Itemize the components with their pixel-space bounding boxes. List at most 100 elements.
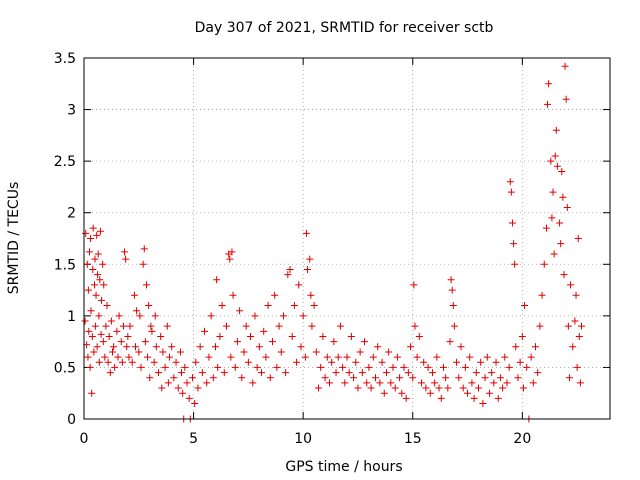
data-point xyxy=(214,363,222,371)
data-point xyxy=(231,363,239,371)
data-point xyxy=(123,343,131,351)
data-point xyxy=(114,353,122,361)
data-point xyxy=(332,369,340,377)
data-point xyxy=(437,394,445,402)
data-point xyxy=(286,265,294,273)
data-point xyxy=(402,394,410,402)
data-point xyxy=(341,379,349,387)
data-point xyxy=(111,363,119,371)
data-point xyxy=(93,231,101,239)
data-point xyxy=(155,369,163,377)
data-point xyxy=(258,369,266,377)
data-point xyxy=(290,302,298,310)
data-point xyxy=(103,302,111,310)
data-point xyxy=(358,369,366,377)
data-point xyxy=(439,363,447,371)
data-point xyxy=(483,353,491,361)
data-point xyxy=(85,327,93,335)
x-tick-label: 10 xyxy=(294,431,312,447)
data-point xyxy=(481,374,489,382)
data-point xyxy=(475,384,482,392)
data-point xyxy=(244,358,252,366)
data-point xyxy=(163,322,171,330)
data-point xyxy=(323,353,331,361)
data-point xyxy=(446,338,454,346)
data-point xyxy=(507,188,515,196)
data-point xyxy=(540,260,548,268)
data-point xyxy=(157,332,165,340)
data-point xyxy=(336,322,344,330)
data-point xyxy=(125,353,133,361)
data-point xyxy=(100,281,108,289)
data-point xyxy=(105,332,113,340)
data-point xyxy=(378,358,386,366)
data-point xyxy=(275,322,283,330)
data-point xyxy=(410,281,418,289)
data-point xyxy=(115,312,123,320)
data-point xyxy=(433,353,441,361)
data-point xyxy=(312,348,320,356)
data-point xyxy=(466,353,474,361)
data-point xyxy=(297,343,305,351)
x-tick-label: 0 xyxy=(80,431,89,447)
data-point xyxy=(389,363,397,371)
data-point xyxy=(168,343,176,351)
data-point xyxy=(547,157,555,165)
data-point xyxy=(420,358,428,366)
data-point xyxy=(511,260,519,268)
data-point xyxy=(147,322,155,330)
data-point xyxy=(87,235,95,242)
data-point xyxy=(145,302,153,310)
x-tick-label: 15 xyxy=(404,431,422,447)
data-point xyxy=(152,343,160,351)
data-point xyxy=(84,353,92,361)
data-point xyxy=(330,338,338,346)
data-point xyxy=(126,322,134,330)
y-axis-title: SRMTID / TECUs xyxy=(6,182,22,295)
data-point xyxy=(575,332,583,340)
data-point xyxy=(380,389,388,397)
data-point xyxy=(328,358,336,366)
data-point xyxy=(146,374,154,382)
data-point xyxy=(310,302,318,310)
data-point xyxy=(83,260,91,268)
data-point xyxy=(551,152,559,160)
data-point xyxy=(352,358,360,366)
y-tick-label: 0.5 xyxy=(54,360,76,376)
data-point xyxy=(101,353,109,361)
data-point xyxy=(569,343,577,351)
data-point xyxy=(295,281,303,289)
data-point xyxy=(185,394,193,402)
data-point xyxy=(572,291,580,299)
data-points xyxy=(81,62,586,423)
tick-layer xyxy=(83,57,610,420)
data-point xyxy=(277,348,285,356)
data-point xyxy=(88,389,96,397)
data-point xyxy=(411,322,419,330)
data-point xyxy=(201,327,209,335)
x-tick-label: 20 xyxy=(513,431,531,447)
data-point xyxy=(140,245,148,253)
data-point xyxy=(404,369,412,377)
data-point xyxy=(144,353,152,361)
data-point xyxy=(453,358,461,366)
data-point xyxy=(87,307,95,315)
data-point xyxy=(179,389,187,397)
data-point xyxy=(196,343,204,351)
data-point xyxy=(124,332,132,340)
data-point xyxy=(561,62,569,70)
data-point xyxy=(170,374,178,382)
data-point xyxy=(84,286,92,294)
data-point xyxy=(449,302,457,310)
data-point xyxy=(531,343,539,351)
data-point xyxy=(494,394,502,402)
data-point xyxy=(191,400,199,408)
data-point xyxy=(159,348,167,356)
data-point xyxy=(133,307,141,315)
data-point xyxy=(97,330,105,338)
data-point xyxy=(573,363,581,371)
data-point xyxy=(479,400,487,408)
data-point xyxy=(350,374,358,382)
data-point xyxy=(396,374,404,382)
data-point xyxy=(226,255,234,263)
